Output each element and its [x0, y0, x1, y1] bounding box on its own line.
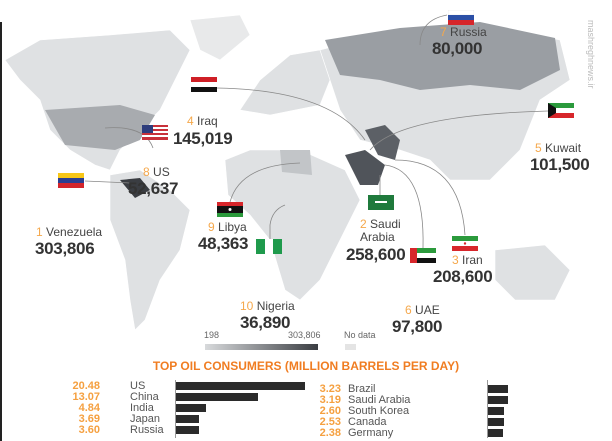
bar-value-label: 13.07	[72, 391, 100, 403]
legend-no-data-swatch	[345, 344, 356, 350]
russia-region	[325, 22, 560, 90]
saudi-arabia-flag	[368, 195, 394, 210]
leader-us	[104, 127, 154, 149]
iran-flag	[452, 236, 478, 251]
left-border	[0, 22, 2, 441]
europe	[239, 49, 331, 116]
value-libya: 48,363	[198, 234, 249, 253]
bar-category-label: Japan	[130, 413, 160, 425]
bar	[488, 385, 509, 393]
bar-category-label: Russia	[130, 424, 164, 436]
bar-category-label: China	[130, 391, 159, 403]
bar-category-label: South Korea	[348, 405, 410, 417]
bar	[176, 393, 259, 401]
bar	[488, 429, 503, 437]
nigeria-flag	[256, 239, 282, 254]
south-america	[109, 169, 191, 331]
value-saudi-arabia: 258,600	[346, 245, 406, 264]
bar	[176, 415, 200, 423]
bar-category-label: Germany	[348, 427, 394, 439]
bar-category-label: India	[130, 402, 154, 414]
legend-no-data: No data	[344, 330, 376, 340]
bar-value-label: 2.53	[319, 416, 341, 428]
bar-value-label: 3.60	[78, 424, 100, 436]
value-russia: 80,000	[432, 39, 483, 58]
bar-value-label: 2.60	[319, 405, 341, 417]
bar-value-label: 20.48	[72, 380, 100, 392]
libya-region	[280, 150, 312, 175]
label-russia: 7 Russia	[440, 25, 487, 39]
legend-gradient	[205, 344, 318, 350]
bar-category-label: Saudi Arabia	[348, 394, 411, 406]
legend-min: 198	[204, 330, 220, 340]
libya-flag	[217, 202, 243, 217]
leader-russia	[419, 14, 448, 46]
iran-region	[365, 125, 400, 160]
leader-uae	[384, 164, 424, 249]
world-map	[4, 14, 571, 331]
russia-flag	[448, 10, 474, 25]
bar-category-label: Brazil	[348, 383, 376, 395]
bar	[488, 396, 509, 404]
venezuela-flag	[58, 173, 84, 188]
us-region	[45, 105, 155, 150]
label-iran: 3 Iran	[452, 253, 483, 267]
label-uae: 6 UAE	[405, 303, 440, 317]
leader-iraq	[216, 87, 366, 141]
value-kuwait: 101,500	[530, 155, 590, 174]
value-iraq: 145,019	[173, 129, 233, 148]
value-us: 52,637	[128, 179, 179, 198]
bar	[176, 426, 199, 434]
australia	[494, 244, 571, 301]
watermark: mashreghnews.ir	[586, 20, 596, 89]
bar-value-label: 3.69	[78, 413, 100, 425]
label-venezuela: 1 Venezuela	[36, 225, 103, 239]
value-iran: 208,600	[433, 267, 493, 286]
value-venezuela: 303,806	[35, 239, 95, 258]
bar	[488, 418, 504, 426]
label-iraq: 4 Iraq	[187, 114, 218, 128]
bar	[176, 382, 306, 390]
greenland	[189, 14, 251, 61]
label-saudi-arabia: 2 Saudi Arabia	[360, 217, 401, 244]
chart-title: TOP OIL CONSUMERS (MILLION BARRELS PER D…	[152, 359, 460, 373]
saudi-region	[345, 150, 385, 185]
kuwait-flag	[548, 103, 574, 118]
bar-category-label: US	[130, 380, 146, 392]
north-america	[4, 29, 191, 171]
bar	[176, 404, 207, 412]
label-kuwait: 5 Kuwait	[535, 141, 582, 155]
leader-venezuela	[84, 180, 131, 184]
iraq-flag	[191, 77, 217, 92]
leader-libya	[229, 162, 301, 203]
bar-value-label: 3.23	[319, 383, 341, 395]
bar-value-label: 3.19	[319, 394, 341, 406]
bar	[488, 407, 505, 415]
leader-nigeria	[269, 204, 286, 239]
legend-max: 303,806	[288, 330, 321, 340]
us-flag	[142, 125, 168, 140]
value-nigeria: 36,890	[240, 313, 291, 332]
label-libya: 9 Libya	[208, 220, 247, 234]
label-us: 8 US	[143, 165, 170, 179]
axis-left	[175, 380, 176, 438]
leader-kuwait	[369, 110, 549, 151]
label-nigeria: 10 Nigeria	[240, 299, 295, 313]
value-uae: 97,800	[392, 317, 443, 336]
leader-iran	[394, 159, 466, 236]
axis-right	[487, 380, 488, 438]
uae-flag	[410, 248, 436, 263]
bar-category-label: Canada	[348, 416, 387, 428]
bar-value-label: 2.38	[319, 427, 341, 439]
bar-value-label: 4.84	[78, 402, 100, 414]
